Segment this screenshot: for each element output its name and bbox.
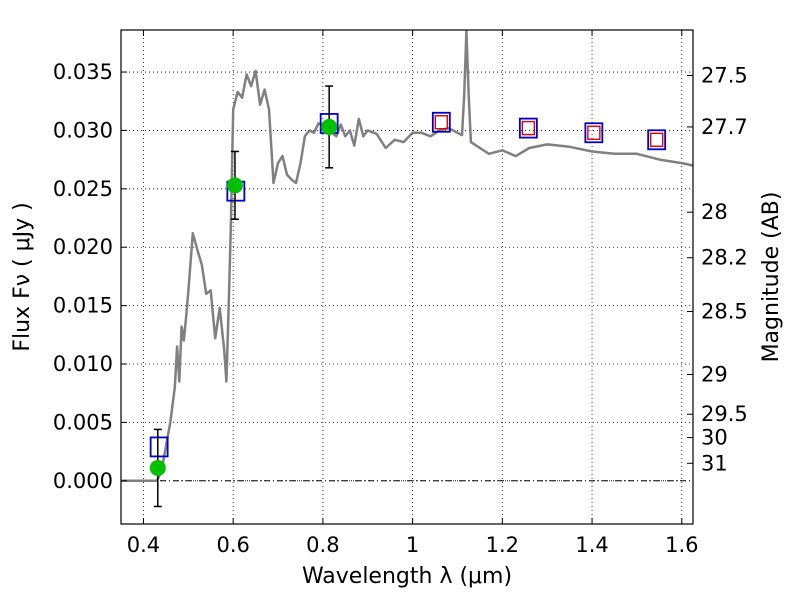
y-axis-label: Flux Fν ( μJy ): [10, 202, 35, 351]
axis-ticks: 0.4 0.6 0.8 1 1.2 1.4 1.6 0.000 0.005 0.010 0.015 0…: [53, 30, 748, 557]
y-tick-label: 0.020: [53, 235, 113, 259]
plot-frame: [120, 29, 694, 525]
y-tick-label: 0.035: [53, 60, 113, 84]
y2-tick-label: 27.5: [701, 64, 748, 88]
y2-axis-label: Magnitude (AB): [759, 192, 784, 363]
grid-lines: [121, 30, 693, 524]
y-tick-label: 0.000: [53, 469, 113, 493]
model-box-inner: [434, 115, 449, 130]
model-box-inner: [649, 132, 664, 147]
x-tick-label: 1.2: [486, 533, 519, 557]
model-box: [584, 122, 604, 144]
y-tick-label: 0.015: [53, 294, 113, 318]
model-box: [647, 129, 667, 151]
model-box-inner: [587, 125, 601, 140]
model-box: [149, 436, 169, 458]
x-tick-label: 0.6: [216, 533, 249, 557]
model-box: [431, 111, 451, 133]
observed-point: [149, 459, 166, 476]
y2-tick-label: 28.5: [701, 299, 748, 323]
y2-tick-label: 31: [701, 451, 728, 475]
x-tick-label: 0.4: [127, 533, 160, 557]
x-tick-label: 0.8: [306, 533, 339, 557]
observed-point: [321, 118, 338, 135]
model-box-inner: [521, 120, 536, 136]
y-tick-label: 0.030: [53, 118, 113, 142]
y-tick-label: 0.010: [53, 352, 113, 376]
y2-tick-label: 29.5: [701, 402, 748, 426]
y2-tick-label: 28: [701, 200, 728, 224]
y2-tick-label: 29: [701, 363, 728, 387]
y2-tick-label: 30: [701, 426, 728, 450]
data-marks: [149, 85, 667, 508]
model-box: [518, 117, 538, 139]
y-tick-label: 0.005: [53, 410, 113, 434]
y2-tick-label: 27.7: [701, 115, 748, 139]
x-tick-label: 1.4: [575, 533, 608, 557]
x-tick-label: 1: [406, 533, 419, 557]
observed-point: [226, 177, 243, 194]
y2-tick-label: 28.2: [701, 246, 748, 270]
x-tick-label: 1.6: [665, 533, 698, 557]
x-axis-label: Wavelength λ (μm): [302, 564, 512, 589]
y-tick-label: 0.025: [53, 177, 113, 201]
model-spectrum-line: [121, 29, 694, 483]
